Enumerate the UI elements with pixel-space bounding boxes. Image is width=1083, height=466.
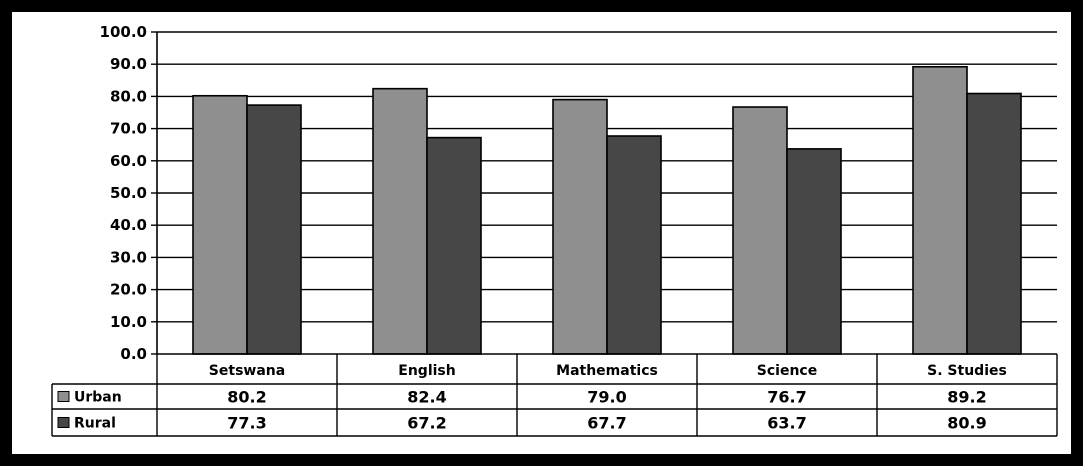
y-tick-label: 10.0 — [110, 313, 147, 331]
y-tick-label: 100.0 — [100, 23, 147, 41]
y-tick-label: 60.0 — [110, 152, 147, 170]
x-category-label: Science — [757, 363, 817, 379]
y-tick-label: 80.0 — [110, 87, 147, 105]
data-value-urban: 82.4 — [407, 388, 446, 407]
y-tick-label: 50.0 — [110, 184, 147, 202]
x-category-label: Setswana — [209, 363, 285, 379]
data-value-urban: 80.2 — [227, 388, 266, 407]
data-value-urban: 79.0 — [587, 388, 626, 407]
data-value-rural: 67.2 — [407, 414, 446, 433]
bar-urban — [552, 98, 608, 355]
x-category-label: S. Studies — [927, 363, 1007, 379]
bar-rural — [786, 148, 842, 355]
legend-swatch-urban — [57, 391, 70, 402]
data-value-rural: 80.9 — [947, 414, 986, 433]
y-tick-label: 40.0 — [110, 216, 147, 234]
data-value-urban: 76.7 — [767, 388, 806, 407]
bar-rural — [246, 104, 302, 355]
data-value-urban: 89.2 — [947, 388, 986, 407]
bar-rural — [426, 136, 482, 355]
x-category-label: Mathematics — [556, 363, 658, 379]
chart-frame: 0.0 10.0 20.0 30.0 40.0 50.0 60.0 70.0 80.0 90.0 1… — [12, 12, 1071, 454]
legend-label-rural: Rural — [74, 416, 116, 432]
data-value-rural: 67.7 — [587, 414, 626, 433]
y-tick-label: 0.0 — [120, 345, 147, 363]
bar-urban — [912, 65, 968, 355]
y-tick-label: 30.0 — [110, 248, 147, 266]
bar-chart: 0.0 10.0 20.0 30.0 40.0 50.0 60.0 70.0 80.0 90.0 1… — [51, 23, 1058, 437]
y-tick-label: 20.0 — [110, 281, 147, 299]
y-tick-label: 70.0 — [110, 120, 147, 138]
data-value-rural: 63.7 — [767, 414, 806, 433]
y-tick-label: 90.0 — [110, 55, 147, 73]
bar-urban — [372, 87, 428, 355]
legend-label-urban: Urban — [74, 390, 122, 406]
data-value-rural: 77.3 — [227, 414, 266, 433]
bar-urban — [192, 94, 248, 355]
legend-swatch-rural — [57, 417, 70, 428]
x-category-label: English — [398, 363, 455, 379]
bar-rural — [606, 135, 662, 355]
bar-urban — [732, 106, 788, 355]
bar-rural — [966, 92, 1022, 355]
